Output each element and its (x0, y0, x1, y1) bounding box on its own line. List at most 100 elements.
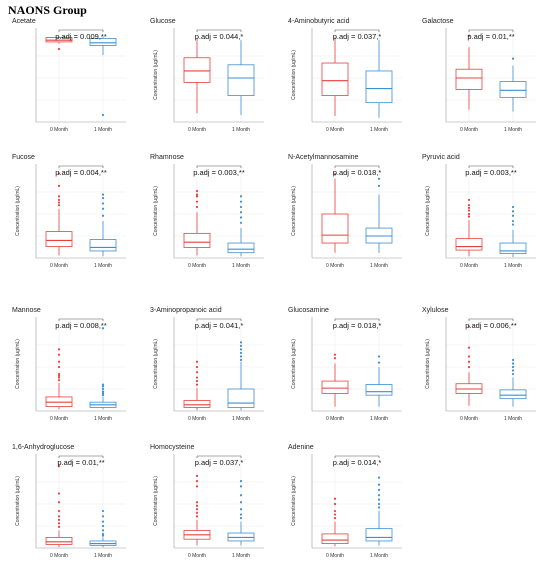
outlier-point (333, 516, 337, 520)
x-tick-label: 1 Month (232, 553, 250, 559)
box-0-month (321, 173, 349, 253)
outlier-point (333, 497, 337, 500)
box-iqr (321, 62, 349, 97)
y-axis-label: Concentration (μg/mL) (425, 339, 431, 389)
outlier-point (377, 502, 381, 506)
box-0-month (45, 348, 73, 410)
box-0-month (45, 465, 73, 548)
outlier-point (101, 532, 105, 536)
outlier-point (195, 195, 199, 198)
outlier-point (511, 57, 515, 60)
boxplot-svg: N-Acetylmannosamine Concentration (μg/mL)… (288, 154, 402, 269)
outlier-point (195, 474, 199, 477)
boxplot-svg: Xylulose Concentration (μg/mL) 0 Month 1 Mo… (422, 307, 536, 422)
box-0-month (45, 172, 73, 256)
outlier-point (195, 501, 199, 504)
outlier-point (101, 202, 105, 205)
x-tick-label: 1 Month (232, 127, 250, 133)
x-tick-label: 0 Month (326, 127, 344, 133)
x-tick-label: 0 Month (188, 127, 206, 133)
y-axis-label: Concentration (μg/mL) (291, 476, 297, 526)
box-1-month (499, 57, 527, 112)
box-iqr (183, 232, 211, 248)
outlier-point (377, 506, 381, 509)
outlier-point (239, 344, 243, 347)
outlier-point (195, 190, 199, 193)
outlier-point (57, 492, 61, 495)
outlier-point (511, 372, 515, 376)
outlier-point (57, 501, 61, 504)
box-0-month (45, 36, 73, 51)
outlier-point (195, 193, 199, 196)
outlier-point (101, 214, 105, 217)
outlier-point (101, 524, 105, 528)
panel-title: 1,6-Anhydroglucose (12, 444, 74, 451)
box-iqr (227, 388, 255, 408)
outlier-point (101, 385, 105, 388)
panel-title: Acetate (12, 18, 36, 25)
x-tick-label: 0 Month (188, 416, 206, 422)
outlier-point (377, 361, 381, 364)
outlier-point (57, 379, 61, 382)
box-1-month (499, 358, 527, 407)
panel-title: Fucose (12, 154, 35, 161)
outlier-point (467, 206, 471, 209)
outlier-point (57, 360, 61, 363)
y-axis-label: Concentration (μg/mL) (15, 476, 21, 526)
p-value-annotation: p.adj = 0.018,* (333, 168, 382, 177)
outlier-point (239, 351, 243, 355)
box-1-month (365, 355, 393, 407)
x-tick-label: 1 Month (94, 263, 112, 269)
x-tick-label: 1 Month (370, 127, 388, 133)
outlier-point (239, 221, 243, 224)
box-iqr (499, 81, 527, 98)
outlier-point (511, 358, 515, 362)
outlier-point (511, 223, 515, 226)
box-1-month (365, 476, 393, 546)
outlier-point (377, 355, 381, 358)
outlier-point (377, 184, 381, 187)
box-iqr (455, 68, 483, 90)
y-axis-label: Concentration (μg/mL) (153, 476, 159, 526)
box-iqr (321, 380, 349, 394)
outlier-point (333, 502, 337, 506)
box-iqr (499, 389, 527, 400)
outlier-point (101, 390, 105, 393)
outlier-point (467, 34, 471, 37)
outlier-point (511, 365, 515, 369)
outlier-point (57, 353, 61, 356)
x-tick-label: 1 Month (504, 263, 522, 269)
outlier-point (467, 209, 471, 212)
box-1-month (227, 40, 255, 115)
y-axis-label: Concentration (μg/mL) (15, 339, 21, 389)
panel-title: Adenine (288, 444, 314, 451)
outlier-point (195, 371, 199, 374)
outlier-point (195, 360, 199, 363)
x-tick-label: 0 Month (460, 263, 478, 269)
y-axis-label: Concentration (μg/mL) (291, 50, 297, 100)
p-value-annotation: p.adj = 0.014,* (333, 458, 382, 467)
boxplot-svg: Homocysteine Concentration (μg/mL) 0 Month… (150, 444, 264, 559)
outlier-point (333, 513, 337, 516)
y-axis-label: Concentration (μg/mL) (291, 186, 297, 236)
outlier-point (467, 325, 471, 328)
outlier-point (101, 383, 105, 386)
panel-adenine: Adenine Concentration (μg/mL) 0 Month 1 Mon… (286, 440, 406, 568)
panel-galactose: Galactose 0 Month 1 Month p.adj = 0.01,** (420, 14, 540, 142)
x-tick-label: 1 Month (94, 553, 112, 559)
x-tick-label: 1 Month (370, 553, 388, 559)
x-tick-label: 1 Month (94, 127, 112, 133)
outlier-point (467, 215, 471, 218)
box-iqr (89, 37, 117, 46)
box-1-month (365, 177, 393, 253)
outlier-point (511, 369, 515, 372)
outlier-point (57, 509, 61, 513)
x-tick-label: 0 Month (188, 263, 206, 269)
outlier-point (511, 362, 515, 365)
x-tick-label: 0 Month (50, 263, 68, 269)
boxplot-svg: 1,6-Anhydroglucose Concentration (μg/mL) 0… (12, 444, 126, 559)
panel-1-6-anhydroglucose: 1,6-Anhydroglucose Concentration (μg/mL) 0… (10, 440, 130, 568)
p-value-annotation: p.adj = 0.037,* (195, 458, 244, 467)
outlier-point (239, 341, 243, 344)
outlier-point (195, 376, 199, 379)
